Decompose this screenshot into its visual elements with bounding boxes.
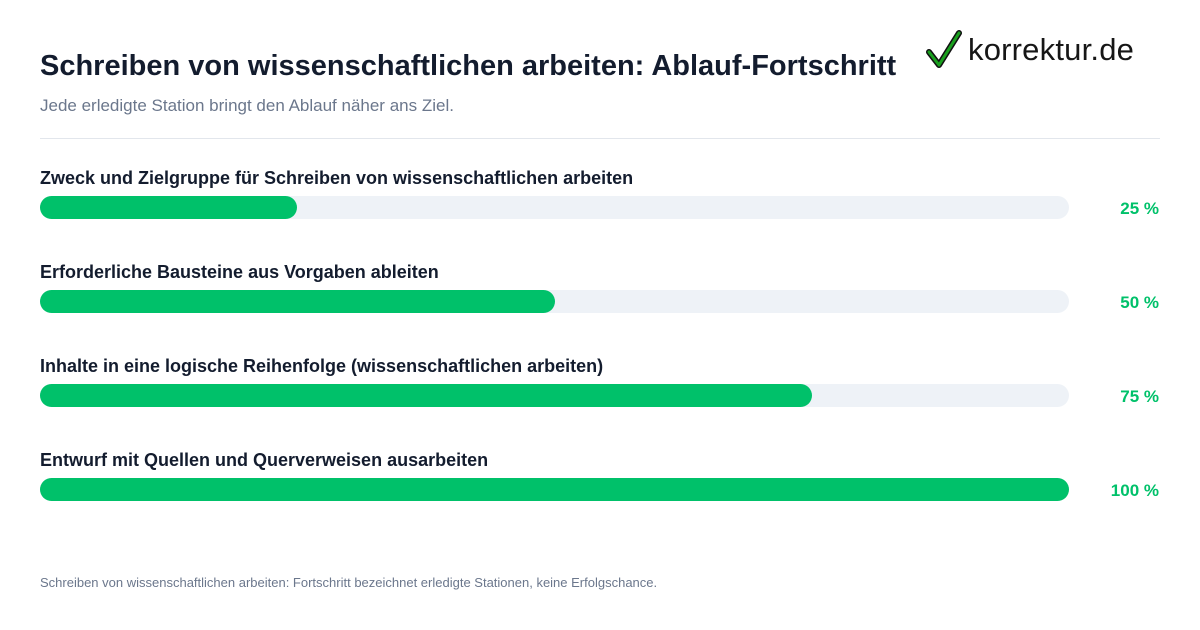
percent-label: 100 %: [1110, 481, 1159, 500]
progress-row: Erforderliche Bausteine aus Vorgaben abl…: [40, 262, 1160, 322]
progress-track: [40, 290, 1069, 313]
chart-subtitle: Jede erledigte Station bringt den Ablauf…: [40, 96, 454, 115]
chart-title: Schreiben von wissenschaftlichen arbeite…: [40, 50, 897, 82]
percent-label: 50 %: [1120, 293, 1159, 312]
progress-row: Zweck und Zielgruppe für Schreiben von w…: [40, 168, 1160, 228]
header-divider: [40, 138, 1160, 139]
brand-logo: korrektur.de: [926, 30, 1134, 70]
progress-row: Inhalte in eine logische Reihenfolge (wi…: [40, 356, 1160, 416]
percent-label: 25 %: [1120, 199, 1159, 218]
logo-text: korrektur.de: [968, 32, 1135, 67]
percent-label: 75 %: [1120, 387, 1159, 406]
progress-bar-fill: [40, 478, 1069, 501]
checkmark-icon: [926, 30, 962, 70]
progress-bar-fill: [40, 290, 555, 313]
row-label: Zweck und Zielgruppe für Schreiben von w…: [40, 168, 634, 188]
footnote: Schreiben von wissenschaftlichen arbeite…: [40, 575, 658, 590]
progress-track: [40, 384, 1069, 407]
progress-track: [40, 478, 1069, 501]
progress-bar-fill: [40, 384, 812, 407]
progress-row: Entwurf mit Quellen und Querverweisen au…: [40, 450, 1160, 510]
progress-track: [40, 196, 1069, 219]
progress-bar-fill: [40, 196, 298, 219]
row-label: Inhalte in eine logische Reihenfolge (wi…: [40, 356, 604, 376]
row-label: Entwurf mit Quellen und Querverweisen au…: [40, 450, 489, 470]
row-label: Erforderliche Bausteine aus Vorgaben abl…: [40, 262, 439, 282]
